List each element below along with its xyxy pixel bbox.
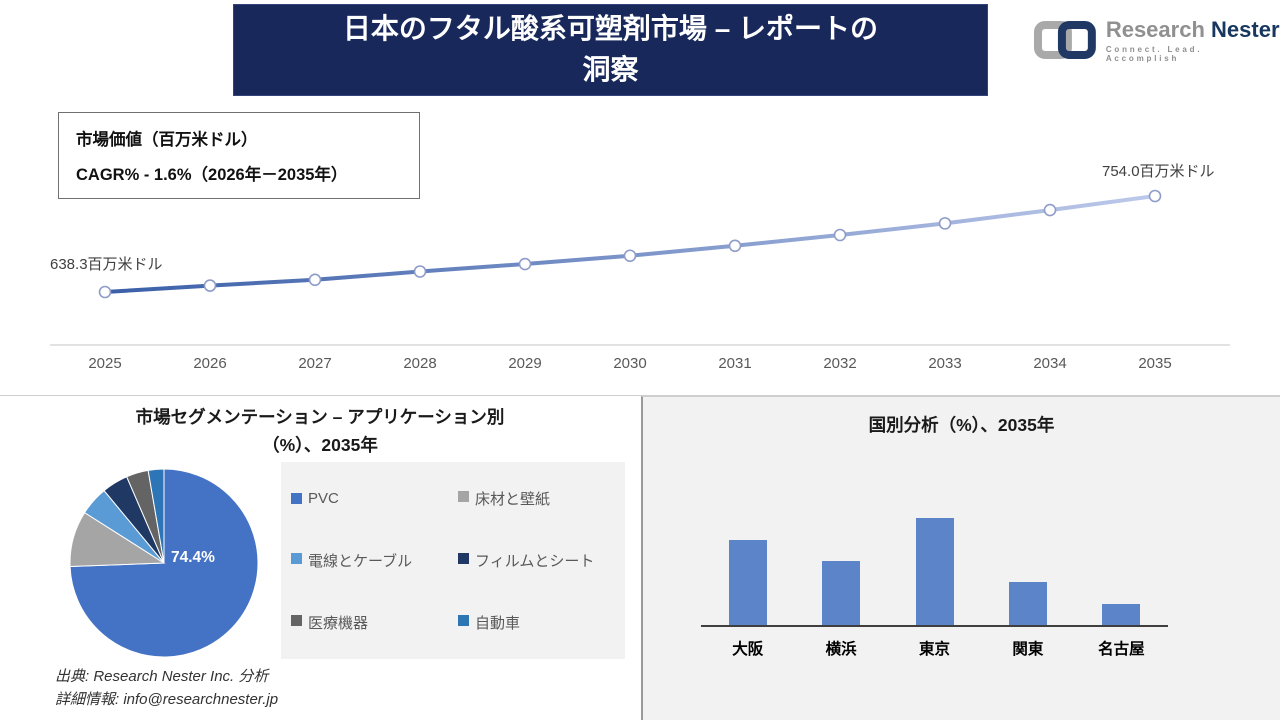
country-bar-chart [701, 503, 1168, 625]
section-divider [0, 395, 1280, 396]
x-axis-tick-label: 2029 [508, 355, 541, 372]
legend-swatch [458, 614, 469, 626]
line-end-value-label: 754.0百万米ドル [1102, 163, 1215, 180]
bar [822, 561, 861, 625]
x-axis-tick-label: 2031 [718, 355, 751, 372]
report-title-banner: 日本のフタル酸系可塑剤市場 – レポートの 洞察 [233, 4, 988, 96]
data-point-marker [833, 228, 847, 242]
data-point-marker [938, 217, 952, 230]
pie-slice [147, 468, 165, 564]
data-point-marker [413, 265, 427, 278]
x-axis-tick-label: 2030 [613, 355, 646, 372]
pie-legend-item: 医療機器 [291, 612, 458, 633]
pie-legend-item: 電線とケーブル [291, 550, 458, 571]
research-nester-logo: Research Nester Connect. Lead. Accomplis… [1032, 17, 1280, 64]
legend-label: 医療機器 [308, 614, 369, 632]
data-point-marker [728, 239, 742, 253]
legend-swatch [291, 493, 302, 505]
bar [728, 539, 767, 625]
x-axis-tick-label: 2027 [298, 355, 331, 372]
cagr-label: CAGR% - 1.6%（2026年－2035年） [76, 166, 348, 184]
pie-legend-item: フィルムとシート [458, 550, 625, 571]
bar-slot [1075, 503, 1168, 625]
pie-legend-item: PVC [291, 490, 458, 507]
data-point-marker [98, 285, 112, 299]
legend-swatch [291, 552, 302, 564]
market-value-line-chart: 2025 2026 2027 2028 2029 2030 2031 2032 2033 2034… [50, 189, 1230, 372]
legend-label: 自動車 [475, 614, 521, 632]
pie-legend-item: 自動車 [458, 612, 625, 633]
bar-slot [888, 503, 981, 625]
logo-word-research: Research [1105, 17, 1205, 42]
market-value-label: 市場価値（百万米ドル） [76, 131, 258, 149]
legend-swatch [458, 491, 469, 503]
legend-label: 電線とケーブル [308, 552, 413, 570]
x-axis-tick-label: 2034 [1033, 355, 1066, 372]
contact-line: 詳細情報: info@researchnester.jp [55, 691, 279, 709]
bar-category-label: 大阪 [732, 641, 764, 658]
line-chart-key-box: 市場価値（百万米ドル） CAGR% - 1.6%（2026年－2035年） [58, 112, 420, 199]
pie-chart-title: 市場セグメンテーション – アプリケーション別 （%）、2035年 [135, 407, 505, 456]
data-point-marker [1148, 189, 1162, 203]
bar-category-label: 関東 [1012, 641, 1044, 658]
data-point-marker [203, 279, 217, 292]
pie-legend-item: 床材と壁紙 [458, 488, 625, 509]
bar [1008, 582, 1047, 625]
legend-swatch [458, 552, 469, 564]
bar-slot [701, 503, 794, 625]
bar-category-label: 横浜 [825, 641, 857, 658]
x-axis-tick-label: 2033 [928, 355, 961, 372]
trend-line [103, 194, 1157, 294]
source-line: 出典: Research Nester Inc. 分析 [55, 668, 269, 685]
bar-chart-title: 国別分析（%）、2035年 [868, 415, 1055, 435]
pie-legend: PVC 床材と壁紙電線とケーブル フィルムとシート医療機器 自動車 [281, 462, 625, 659]
data-point-marker [308, 273, 322, 287]
bar-category-label: 東京 [919, 641, 951, 658]
x-axis-tick-label: 2032 [823, 355, 856, 372]
bar [915, 518, 954, 625]
bar-chart-category-labels: 大阪 横浜 東京 関東 名古屋 [701, 637, 1168, 659]
data-point-marker [623, 249, 637, 263]
page-title: 日本のフタル酸系可塑剤市場 – レポートの 洞察 [342, 13, 879, 85]
pie-slice [69, 468, 259, 658]
bar-slot [981, 503, 1074, 625]
logo-word-nester: Nester [1211, 17, 1280, 42]
line-start-value-label: 638.3百万米ドル [50, 256, 163, 273]
bar-chart-axis [701, 625, 1168, 627]
legend-label: 床材と壁紙 [475, 491, 551, 509]
bar-slot [794, 503, 887, 625]
logo-tagline: Connect. Lead. Accomplish [1105, 45, 1203, 64]
bar [1102, 603, 1141, 625]
data-point-marker [1043, 203, 1057, 217]
country-analysis-panel: 国別分析（%）、2035年 大阪 横浜 東京 関東 名古屋 [641, 396, 1280, 720]
application-pie-chart [69, 468, 259, 658]
chain-link-logo-icon [1033, 20, 1096, 59]
legend-swatch [291, 614, 302, 626]
x-axis-tick-label: 2026 [193, 355, 226, 372]
x-axis-tick-label: 2028 [403, 355, 436, 372]
bar-category-label: 名古屋 [1098, 641, 1145, 658]
source-note: 出典: Research Nester Inc. 分析 詳細情報: info@r… [55, 665, 278, 712]
legend-label: フィルムとシート [475, 552, 595, 570]
legend-label: PVC [308, 490, 339, 508]
pie-main-slice-label: 74.4% [171, 549, 215, 566]
data-point-marker [518, 257, 532, 271]
logo-text: Research Nester Connect. Lead. Accomplis… [1105, 17, 1280, 64]
x-axis-tick-label: 2035 [1138, 355, 1171, 372]
x-axis-tick-label: 2025 [88, 355, 121, 372]
